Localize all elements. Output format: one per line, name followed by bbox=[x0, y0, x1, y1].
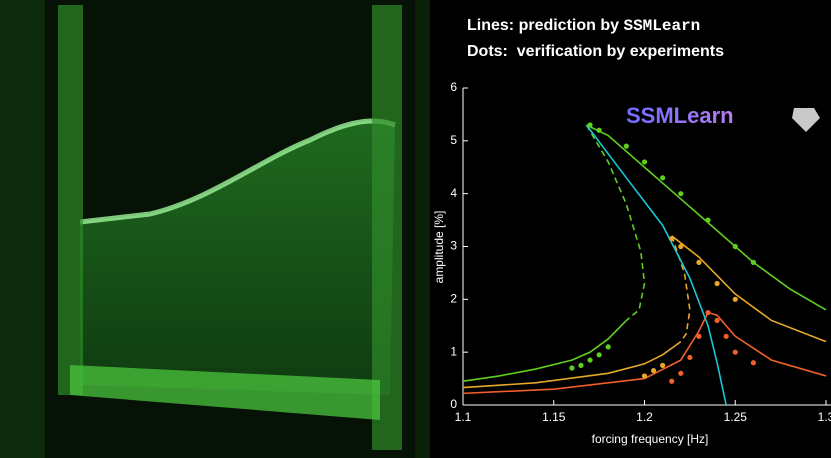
x-tick-label: 1.15 bbox=[542, 410, 566, 424]
logo: SSMLearn bbox=[626, 103, 734, 128]
curve bbox=[586, 124, 827, 311]
tank-photo bbox=[0, 0, 430, 458]
curve bbox=[671, 235, 827, 343]
x-tick-label: 1.2 bbox=[636, 410, 653, 424]
experiment-dot bbox=[650, 368, 657, 374]
experiment-dot bbox=[714, 280, 720, 287]
curve bbox=[462, 311, 827, 395]
experiment-dot bbox=[732, 349, 738, 355]
experiment-dot bbox=[578, 362, 584, 368]
y-tick-label: 6 bbox=[450, 80, 457, 94]
experiment-dot bbox=[732, 243, 738, 250]
title-text: Lines: prediction by bbox=[467, 17, 619, 34]
experiment-dot bbox=[623, 143, 629, 149]
experiment-dot bbox=[696, 333, 702, 339]
x-tick-label: 1.1 bbox=[455, 410, 472, 424]
experiment-dot bbox=[669, 378, 675, 384]
experiment-dot bbox=[678, 370, 684, 376]
x-tick-label: 1.3 bbox=[818, 410, 831, 424]
experiment-dot bbox=[641, 159, 648, 165]
chart-title: Lines: prediction by SSMLearn bbox=[467, 17, 700, 35]
y-tick-label: 5 bbox=[450, 133, 457, 147]
y-tick-label: 4 bbox=[450, 186, 457, 200]
y-tick-label: 2 bbox=[450, 292, 457, 306]
experiment-dot bbox=[687, 354, 693, 361]
experiment-dot bbox=[569, 365, 575, 371]
experiment-dot bbox=[669, 235, 675, 242]
y-axis-label: amplitude [%] bbox=[432, 211, 446, 284]
experiment-dot bbox=[605, 344, 611, 350]
experiment-dot bbox=[641, 373, 648, 379]
chart-subtitle: Dots: verification by experiments bbox=[467, 43, 724, 60]
curve bbox=[462, 319, 627, 383]
experiment-dot bbox=[587, 122, 593, 128]
curve bbox=[585, 124, 727, 406]
experiment-dot bbox=[750, 259, 757, 265]
experiment-dot bbox=[750, 360, 757, 366]
y-tick-label: 1 bbox=[450, 344, 457, 358]
experiment-dot bbox=[723, 333, 729, 339]
experiment-dot bbox=[596, 352, 602, 358]
y-tick-label: 0 bbox=[450, 397, 457, 411]
experiment-dot bbox=[678, 243, 684, 250]
y-tick-label: 3 bbox=[450, 239, 457, 253]
experiment-dot bbox=[596, 127, 602, 133]
experiment-dot bbox=[660, 175, 666, 181]
experiment-dot bbox=[705, 309, 711, 316]
logo-icon bbox=[792, 108, 820, 132]
experiment-dot bbox=[714, 317, 720, 324]
experiment-dot bbox=[732, 296, 738, 302]
experiment-dot bbox=[696, 259, 702, 265]
experiment-dot bbox=[678, 191, 684, 197]
experiment-dot bbox=[587, 357, 593, 363]
x-tick-label: 1.25 bbox=[724, 410, 748, 424]
x-axis-label: forcing frequency [Hz] bbox=[592, 432, 709, 446]
curve bbox=[462, 340, 682, 389]
title-code: SSMLearn bbox=[623, 17, 700, 35]
curve bbox=[670, 235, 691, 343]
experiment-dot bbox=[705, 217, 711, 223]
curve bbox=[585, 124, 646, 322]
experiment-dot bbox=[660, 362, 666, 368]
